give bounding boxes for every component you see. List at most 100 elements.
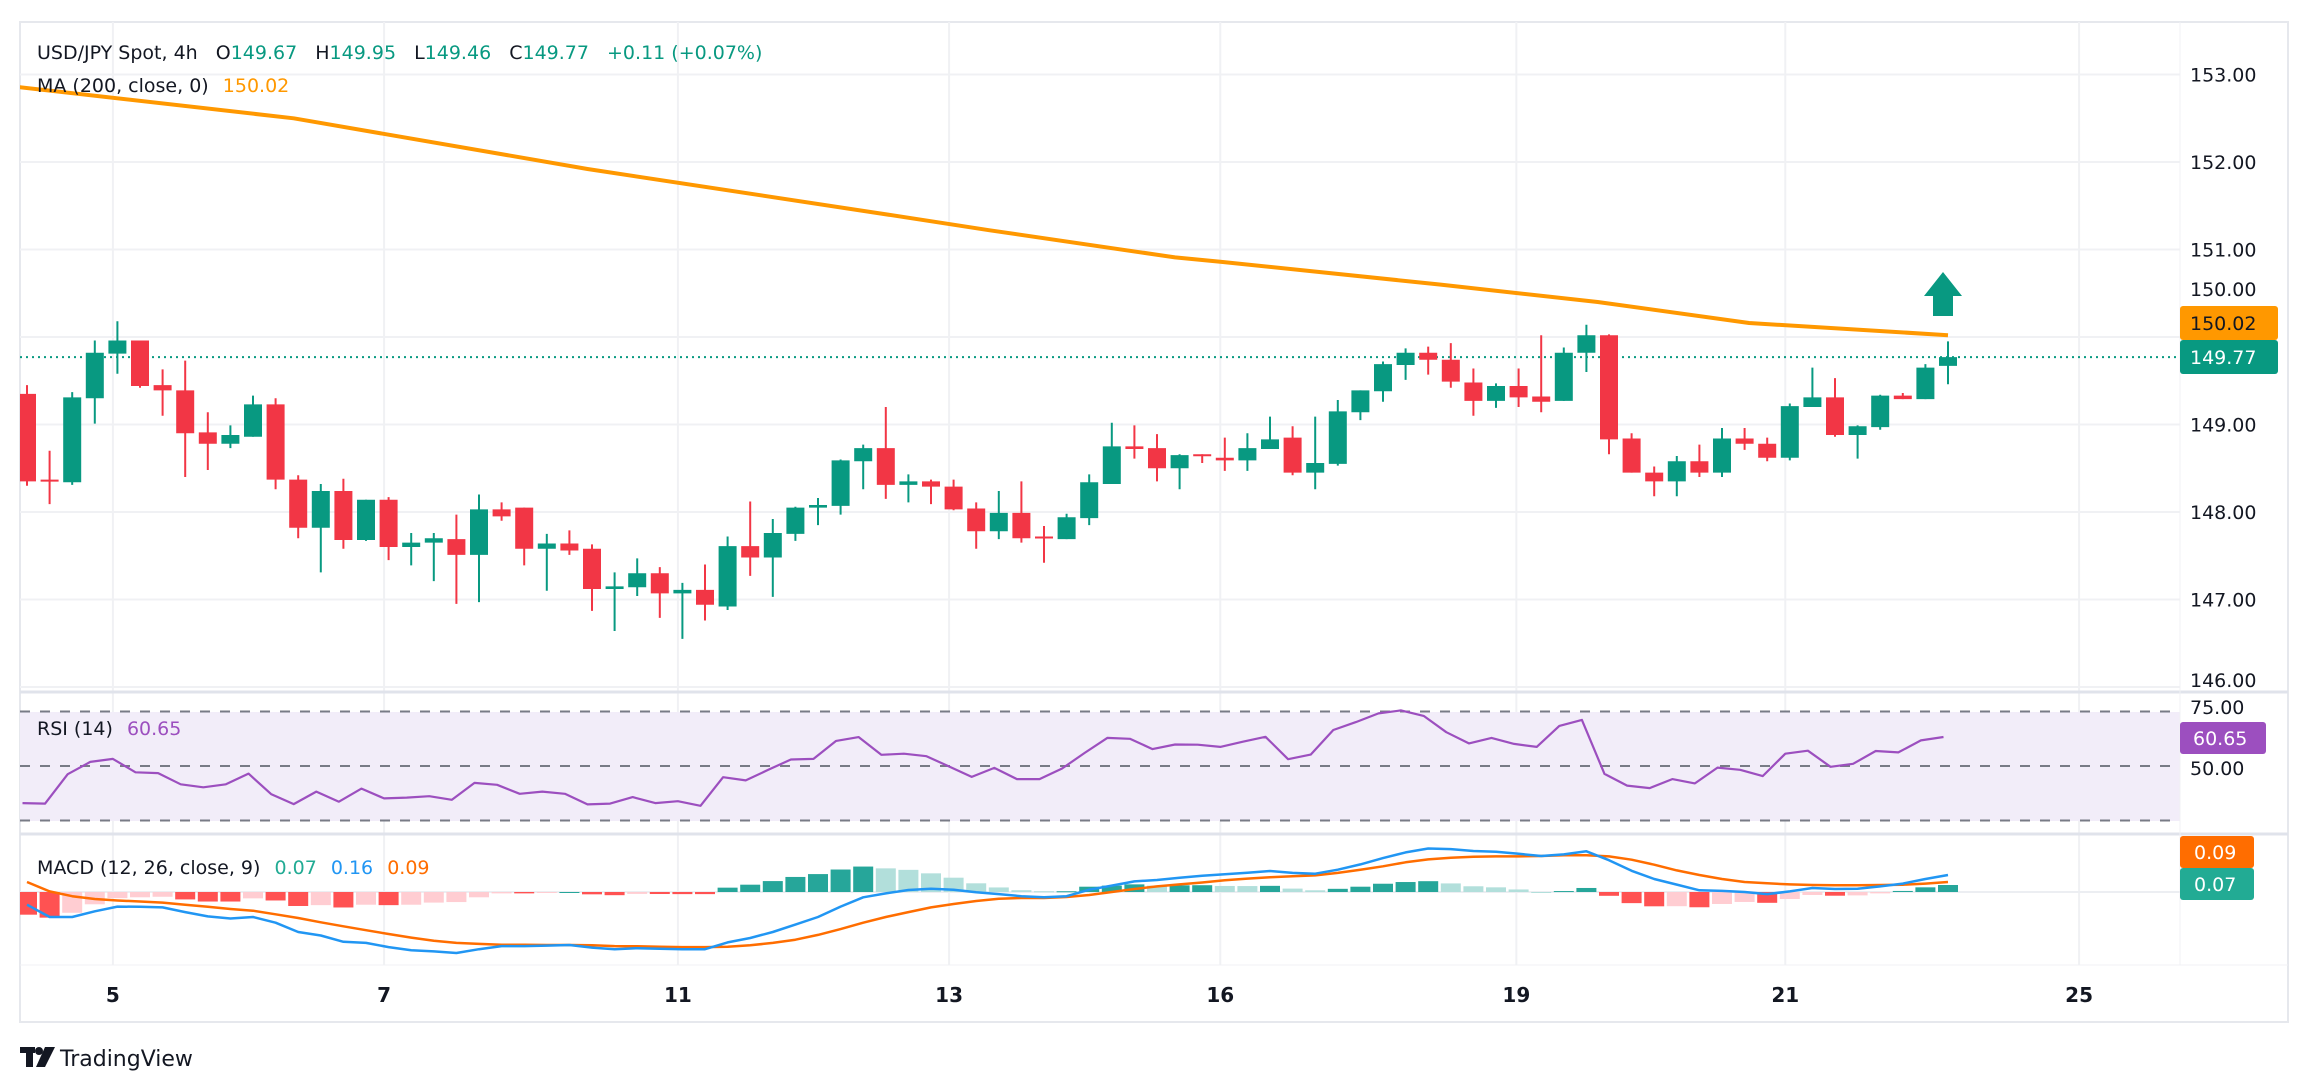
- candle-bullish[interactable]: [311, 484, 330, 573]
- candle-bearish[interactable]: [1464, 368, 1483, 416]
- candle-bearish[interactable]: [1893, 393, 1912, 400]
- candle-bullish[interactable]: [605, 572, 624, 631]
- candle-bullish[interactable]: [63, 392, 82, 485]
- candle-bullish[interactable]: [1306, 416, 1325, 490]
- price-pane[interactable]: [0, 85, 2180, 639]
- candle-bullish[interactable]: [357, 499, 375, 541]
- candle-bearish[interactable]: [1283, 426, 1302, 476]
- candle-bearish[interactable]: [1690, 444, 1709, 477]
- macd-legend[interactable]: MACD (12, 26, close, 9) 0.07 0.16 0.09: [37, 857, 430, 879]
- candle-bearish[interactable]: [922, 479, 940, 505]
- candle-bearish[interactable]: [379, 497, 398, 561]
- candle-bullish[interactable]: [673, 582, 692, 639]
- candle-bullish[interactable]: [1916, 364, 1935, 400]
- candle-bearish[interactable]: [1125, 425, 1144, 459]
- candle-bullish[interactable]: [831, 459, 850, 515]
- candle-bearish[interactable]: [876, 407, 895, 499]
- candle-bearish[interactable]: [1148, 434, 1166, 482]
- candle-bullish[interactable]: [899, 474, 918, 503]
- candle-bearish[interactable]: [650, 567, 669, 618]
- candle-bearish[interactable]: [560, 530, 579, 555]
- candle-bullish[interactable]: [244, 395, 262, 437]
- macd-pane[interactable]: [17, 847, 2180, 955]
- candle-bullish[interactable]: [989, 491, 1008, 540]
- candle-bearish[interactable]: [447, 514, 466, 604]
- candle-bearish[interactable]: [1035, 526, 1053, 563]
- tradingview-logo[interactable]: TradingView: [20, 1047, 193, 1072]
- candle-bearish[interactable]: [1441, 343, 1460, 388]
- candle-bearish[interactable]: [1826, 378, 1844, 437]
- candle-bearish[interactable]: [198, 412, 217, 470]
- candle-bullish[interactable]: [1396, 348, 1415, 380]
- candle-bullish[interactable]: [1328, 400, 1347, 466]
- candle-bearish[interactable]: [741, 501, 760, 576]
- candle-bearish[interactable]: [266, 398, 285, 490]
- candle-bearish[interactable]: [1600, 334, 1618, 455]
- candle-bullish[interactable]: [1939, 341, 1957, 385]
- candle-bearish[interactable]: [18, 385, 36, 486]
- candle-bullish[interactable]: [1667, 456, 1686, 497]
- candle-bearish[interactable]: [944, 479, 963, 511]
- candle-bullish[interactable]: [718, 536, 737, 611]
- candle-bearish[interactable]: [131, 340, 149, 388]
- chart-frame: [19, 21, 2289, 1023]
- candle-bearish[interactable]: [1735, 428, 1754, 450]
- candle-bullish[interactable]: [1374, 361, 1392, 402]
- candle-bearish[interactable]: [153, 369, 172, 416]
- candle-bullish[interactable]: [1848, 425, 1867, 459]
- candle-bearish[interactable]: [176, 360, 195, 477]
- symbol-title[interactable]: USD/JPY Spot, 4h: [37, 42, 198, 64]
- candle-bearish[interactable]: [583, 544, 601, 611]
- candle-bullish[interactable]: [108, 321, 127, 374]
- macd-histogram-bar: [1553, 891, 1574, 893]
- price-axis[interactable]: 153.00 152.00 151.00 150.00 149.00 148.00 147.…: [2190, 65, 2256, 693]
- candle-bullish[interactable]: [1871, 394, 1890, 430]
- candle-bearish[interactable]: [967, 502, 986, 549]
- candle-bullish[interactable]: [470, 494, 488, 603]
- candle-bearish[interactable]: [696, 564, 714, 621]
- candle-bearish[interactable]: [492, 502, 511, 521]
- candle-bearish[interactable]: [1645, 466, 1664, 497]
- rsi-pane[interactable]: [22, 709, 1944, 807]
- candle-bullish[interactable]: [1577, 324, 1596, 372]
- candle-bearish[interactable]: [334, 478, 353, 549]
- candle-bearish[interactable]: [1509, 368, 1528, 408]
- candle-bearish[interactable]: [1215, 437, 1234, 471]
- candle-bullish[interactable]: [1487, 383, 1505, 408]
- candle-bullish[interactable]: [763, 519, 782, 597]
- candle-bearish[interactable]: [1419, 346, 1438, 375]
- candle-bearish[interactable]: [515, 507, 534, 566]
- candle-bullish[interactable]: [854, 444, 873, 490]
- candle-bearish[interactable]: [1532, 335, 1551, 413]
- candle-bullish[interactable]: [786, 506, 805, 541]
- candle-bullish[interactable]: [1780, 403, 1799, 461]
- candle-bullish[interactable]: [1080, 474, 1099, 526]
- candle-bullish[interactable]: [1057, 513, 1076, 540]
- candle-bullish[interactable]: [1713, 428, 1731, 477]
- candle-bullish[interactable]: [809, 498, 827, 526]
- candle-bullish[interactable]: [1261, 416, 1279, 449]
- candle-bullish[interactable]: [1170, 454, 1189, 490]
- candle-bearish[interactable]: [1758, 437, 1777, 462]
- candle-bearish[interactable]: [289, 475, 308, 539]
- candle-bearish[interactable]: [1622, 433, 1641, 473]
- candle-bullish[interactable]: [1803, 367, 1822, 407]
- candle-bullish[interactable]: [424, 533, 443, 582]
- rsi-legend[interactable]: RSI (14) 60.65: [37, 718, 181, 740]
- candle-bullish[interactable]: [1238, 433, 1257, 471]
- candle-bullish[interactable]: [221, 425, 240, 449]
- candle-bullish[interactable]: [85, 340, 104, 424]
- candle-bullish[interactable]: [537, 533, 556, 591]
- candle-bearish[interactable]: [1012, 481, 1031, 543]
- macd-signal-badge-text: 0.09: [2194, 842, 2236, 864]
- candle-bullish[interactable]: [1554, 347, 1573, 401]
- candle-bearish[interactable]: [40, 450, 59, 505]
- time-axis[interactable]: 5 7 11 13 16 19 21 25: [106, 983, 2093, 1007]
- candle-bullish[interactable]: [1102, 422, 1121, 484]
- ma-legend[interactable]: MA (200, close, 0) 150.02: [37, 75, 289, 97]
- candle-bullish[interactable]: [402, 533, 421, 566]
- candle-bullish[interactable]: [1351, 390, 1370, 421]
- candle-bullish[interactable]: [628, 558, 647, 596]
- candle-bearish[interactable]: [1193, 454, 1212, 463]
